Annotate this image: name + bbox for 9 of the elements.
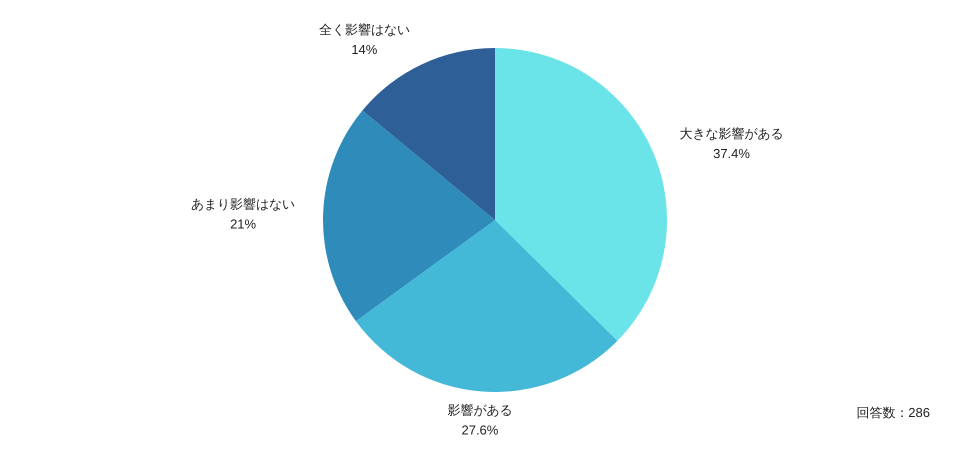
- slice-label: 全く影響はない: [318, 22, 410, 38]
- data-label: 37.4%: [713, 146, 750, 161]
- data-label: 27.6%: [461, 422, 499, 438]
- data-label: 21%: [230, 216, 257, 232]
- slice-label: 大きな影響がある: [680, 126, 784, 141]
- slice-label: 影響がある: [447, 402, 512, 418]
- data-label: 14%: [351, 42, 378, 58]
- text: 回答数：286: [856, 405, 930, 420]
- slice-label: あまり影響はない: [191, 196, 296, 212]
